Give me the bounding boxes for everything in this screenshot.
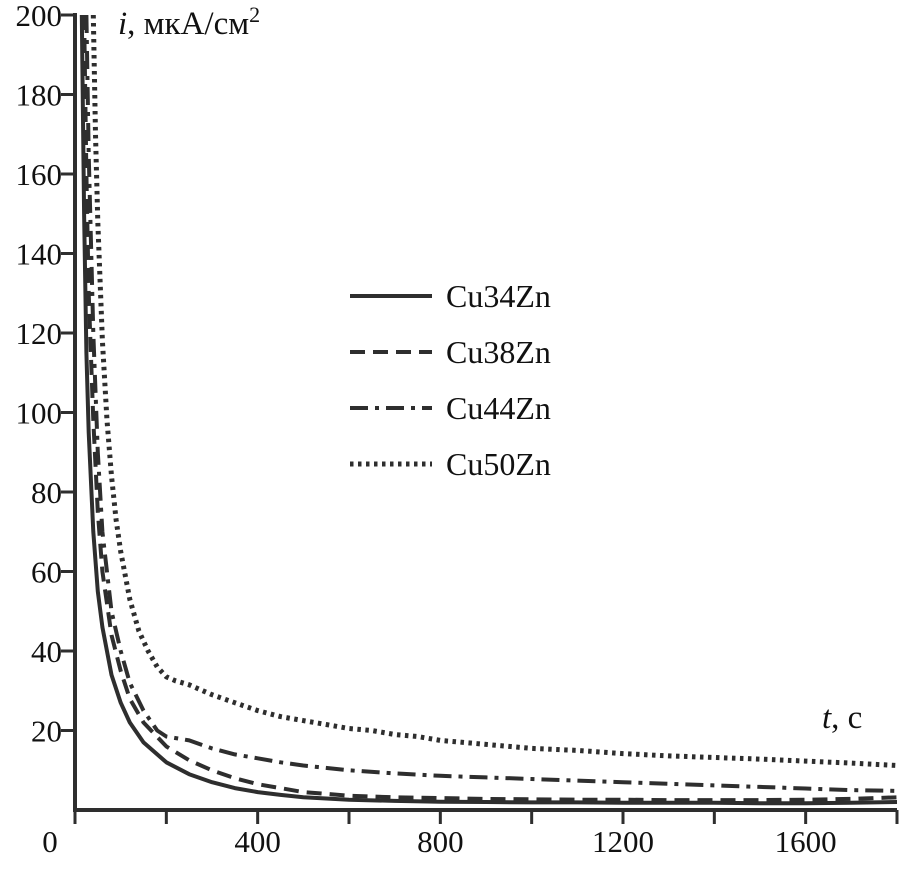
y-tick-label: 140 [16, 237, 63, 272]
series-line-cu38zn [82, 14, 898, 803]
x-tick-label: 1600 [775, 824, 837, 859]
legend-label-cu38zn: Cu38Zn [446, 334, 551, 370]
y-tick-label: 160 [16, 157, 63, 192]
series-line-cu44zn [84, 14, 898, 793]
legend-label-cu50zn: Cu50Zn [446, 446, 551, 482]
y-axis-symbol: i [118, 6, 128, 42]
series-line-cu50zn [90, 14, 898, 768]
legend-label-cu34zn: Cu34Zn [446, 278, 551, 314]
x-axis-unit: , c [831, 700, 863, 736]
y-tick-label: 40 [31, 634, 62, 669]
y-tick-label: 20 [31, 714, 62, 749]
y-tick-label: 60 [31, 555, 62, 590]
x-tick-label: 1200 [592, 824, 654, 859]
y-axis-superscript: 2 [249, 2, 261, 27]
y-tick-label: 100 [16, 396, 63, 431]
x-axis-label: t, c [822, 700, 862, 737]
x-tick-label: 400 [234, 824, 281, 859]
y-tick-label: 120 [16, 316, 63, 351]
y-tick-label: 180 [16, 78, 63, 113]
y-tick-label: 80 [31, 475, 62, 510]
y-axis-unit: , мкА/см [127, 6, 250, 42]
y-axis-label: i, мкА/см2 [118, 2, 260, 43]
x-axis-symbol: t [822, 700, 832, 736]
x-tick-label: 0 [42, 824, 58, 859]
series-line-cu34zn [79, 14, 898, 806]
y-tick-label: 200 [16, 0, 63, 33]
legend-label-cu44zn: Cu44Zn [446, 390, 551, 426]
x-tick-label: 800 [417, 824, 464, 859]
